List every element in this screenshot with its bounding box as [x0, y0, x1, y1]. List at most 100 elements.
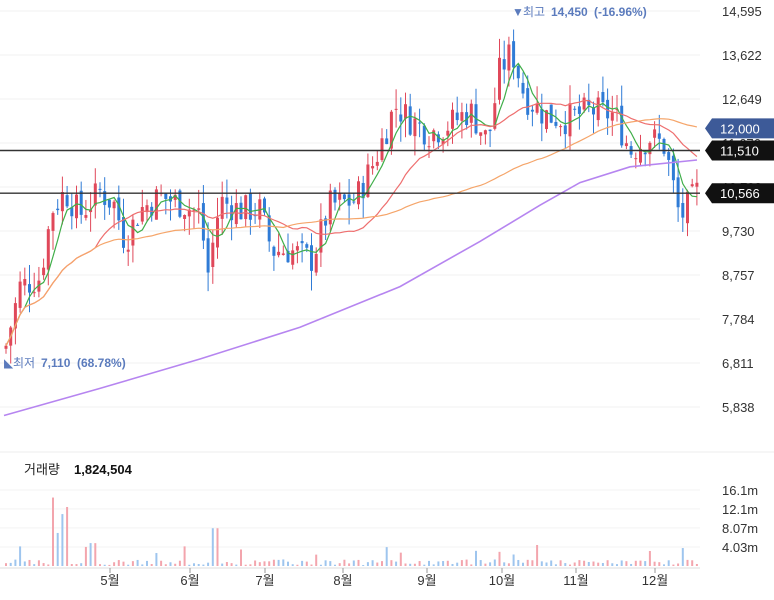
candle-body	[37, 280, 41, 292]
candle-body	[371, 166, 375, 169]
volume-bar	[66, 506, 69, 566]
x-tick-label: 10월	[489, 573, 515, 588]
volume-bar	[573, 562, 576, 566]
ma-mid-line	[5, 99, 698, 346]
candle-body	[32, 292, 36, 294]
candle-body	[507, 44, 511, 71]
volume-bar	[540, 561, 543, 566]
volume-bar	[352, 560, 355, 566]
volume-bar	[409, 563, 412, 566]
candle-body	[418, 122, 422, 124]
candle-body	[338, 193, 342, 200]
price-tags: 12,000 11,510 10,566	[705, 118, 774, 204]
price-tag-label: 11,510	[720, 144, 759, 159]
volume-tick-label: 16.1m	[722, 483, 758, 498]
candle-body	[469, 103, 473, 123]
volume-bar	[648, 550, 651, 566]
volume-bar	[475, 550, 477, 566]
candle-body	[690, 184, 694, 187]
price-tick-label: 6,811	[722, 356, 754, 371]
candle-body	[512, 41, 516, 68]
volume-bar	[616, 564, 618, 566]
volume-bar	[517, 559, 520, 566]
candle-body	[206, 238, 210, 273]
volume-bar	[310, 564, 313, 566]
volume-bar	[244, 564, 247, 566]
volume-bar	[681, 548, 684, 566]
candle-body	[13, 303, 17, 329]
time-axis: 5월 6월 7월 8월 9월 10월 11월 12월	[100, 568, 668, 588]
volume-bars	[5, 497, 698, 566]
volume-bar	[216, 528, 219, 566]
volume-bar	[75, 564, 78, 566]
volume-bar	[390, 560, 393, 566]
candle-body	[295, 246, 299, 251]
volume-bar	[395, 561, 398, 566]
volume-bar	[5, 563, 7, 566]
candle-body	[479, 132, 483, 136]
candle-body	[93, 183, 97, 206]
ma-200-line	[3, 159, 698, 417]
price-tick-label: 8,757	[722, 268, 755, 283]
candle-body	[192, 209, 196, 211]
volume-bar	[677, 563, 680, 566]
candle-body	[624, 143, 628, 147]
candle-body	[592, 108, 595, 115]
volume-bar	[597, 562, 600, 566]
candle-body	[328, 190, 332, 225]
volume-bar	[42, 563, 45, 566]
candle-body	[197, 208, 201, 210]
candle-body	[28, 284, 31, 293]
volume-bar	[268, 561, 271, 566]
volume-bar	[282, 559, 285, 566]
candle-body	[56, 208, 60, 211]
candle-body	[653, 129, 657, 138]
volume-bar	[287, 561, 289, 566]
candle-body	[145, 205, 149, 213]
volume-bar	[80, 563, 83, 566]
volume-bar	[507, 563, 510, 566]
volume-bar	[413, 563, 416, 566]
volume-bar	[263, 561, 266, 566]
volume-bar	[620, 560, 623, 566]
candle-body	[441, 139, 445, 145]
candle-body	[436, 134, 440, 143]
candle-body	[60, 192, 64, 212]
volume-bar	[489, 562, 492, 566]
volume-bar	[371, 560, 374, 566]
volume-bar	[305, 561, 308, 566]
volume-bar	[531, 560, 534, 566]
volume-bar	[569, 564, 571, 566]
volume-bar	[554, 564, 557, 566]
volume-bar	[277, 559, 280, 566]
candle-body	[173, 194, 177, 200]
volume-bar	[89, 543, 92, 566]
volume-bar	[235, 564, 238, 566]
volume-bar	[667, 560, 670, 566]
candle-body	[399, 114, 403, 122]
candle-body	[239, 202, 243, 220]
candle-body	[573, 108, 577, 110]
candle-body	[361, 182, 365, 199]
candle-body	[662, 138, 666, 154]
volume-bar	[9, 562, 12, 566]
candle-body	[234, 203, 238, 225]
candle-body	[671, 155, 675, 181]
candle-body	[140, 207, 144, 222]
candle-body	[103, 191, 107, 205]
volume-bar	[315, 554, 318, 566]
volume-bar	[672, 564, 675, 566]
candle-body	[300, 241, 304, 244]
volume-bar	[545, 562, 548, 566]
volume-bar	[99, 564, 101, 566]
price-tag-shape	[705, 140, 774, 161]
volume-bar	[418, 561, 421, 566]
volume-bar	[14, 559, 17, 566]
candle-body	[117, 197, 121, 221]
candle-body	[488, 129, 492, 132]
price-tick-label: 7,784	[722, 312, 755, 327]
candle-body	[667, 152, 671, 160]
candle-body	[131, 219, 135, 246]
high-change: (-16.96%)	[594, 5, 647, 19]
volume-bar	[319, 564, 322, 566]
